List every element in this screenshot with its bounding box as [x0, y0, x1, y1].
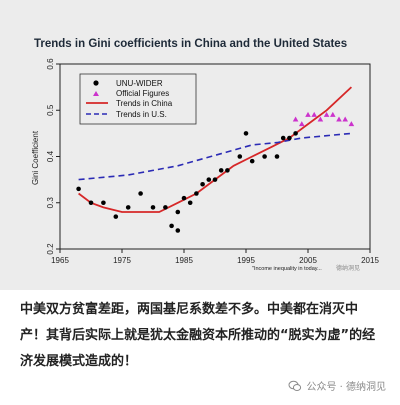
data-point-official-figures [292, 116, 299, 122]
wechat-icon [288, 380, 302, 391]
image-watermark: 德纳洞见 [336, 264, 360, 272]
data-point-unu-wider [206, 177, 212, 182]
legend-marker-unu-wider [93, 80, 99, 86]
data-point-unu-wider [175, 228, 181, 233]
data-point-unu-wider [225, 168, 230, 173]
y-tick-label: 0.5 [46, 104, 55, 116]
data-point-official-figures [336, 116, 342, 122]
legend-label-unu-wider: UNU-WIDER [116, 79, 163, 88]
data-point-unu-wider [101, 200, 106, 206]
data-point-unu-wider [218, 168, 224, 173]
data-point-official-figures [305, 111, 311, 117]
data-point-unu-wider [125, 205, 131, 210]
data-point-unu-wider [181, 195, 187, 201]
y-tick-label: 0.6 [46, 58, 55, 70]
data-point-unu-wider [237, 154, 243, 159]
data-point-unu-wider [194, 191, 199, 196]
account-watermark: 公众号 · 德纳洞见 [288, 378, 386, 393]
data-point-unu-wider [88, 200, 94, 206]
x-tick-label: 1995 [237, 256, 255, 265]
data-point-unu-wider [280, 135, 286, 141]
data-point-unu-wider [200, 181, 205, 187]
account-watermark-text: 公众号 · 德纳洞见 [306, 382, 386, 393]
series-line-trends-in-u-s- [78, 132, 352, 181]
legend-label-trends-us: Trends in U.S. [116, 110, 167, 119]
y-axis-label: Gini Coefficient [31, 130, 40, 185]
data-point-official-figures [342, 116, 348, 122]
data-point-unu-wider [169, 223, 174, 229]
chart-figure: Trends in Gini coefficients in China and… [0, 0, 400, 290]
data-point-official-figures [299, 121, 305, 127]
data-point-unu-wider [243, 131, 249, 136]
article-caption: 中美双方贫富差距，两国基尼系数差不多。中美都在消灭中产！其背后实际上就是犹太金融… [20, 302, 376, 369]
data-point-unu-wider [293, 131, 298, 136]
data-point-unu-wider [274, 154, 280, 159]
data-point-unu-wider [287, 135, 292, 141]
data-point-official-figures [348, 121, 355, 127]
data-point-official-figures [317, 116, 324, 122]
y-tick-label: 0.2 [46, 243, 55, 255]
data-point-unu-wider [262, 154, 267, 159]
x-tick-label: 1975 [113, 256, 131, 265]
data-point-unu-wider [113, 214, 119, 219]
data-point-official-figures [311, 111, 317, 117]
legend-label-official-figures: Official Figures [116, 89, 169, 98]
axis-ticks: 1965 1975 1985 1995 2005 2015 0.2 0.3 0.4 0.5 0.6 [46, 58, 379, 265]
data-point-official-figures [330, 111, 336, 117]
legend: UNU-WIDER Official Figures Trends in Chi… [79, 73, 197, 125]
source-annotation: "Income inequality in today... [252, 266, 322, 272]
x-tick-label: 2005 [299, 256, 317, 265]
data-point-unu-wider [76, 186, 81, 192]
gini-line-chart: 1965 1975 1985 1995 2005 20150.20.30.40.50.6 … [31, 58, 379, 272]
x-tick-label: 2015 [361, 256, 379, 265]
data-point-unu-wider [175, 209, 181, 215]
x-tick-label: 1985 [175, 256, 193, 265]
legend-box [79, 73, 197, 125]
series-layer [76, 86, 355, 233]
data-point-unu-wider [138, 191, 143, 196]
data-point-unu-wider [163, 205, 168, 210]
y-tick-label: 0.4 [46, 150, 55, 162]
y-tick-label: 0.3 [46, 197, 55, 209]
data-point-unu-wider [187, 200, 193, 206]
chart-title: Trends in Gini coefficients in China and… [34, 38, 348, 50]
series-line-trends-in-china [78, 86, 353, 213]
x-tick-label: 1965 [51, 256, 69, 265]
legend-marker-official-figures [93, 91, 99, 96]
data-point-unu-wider [150, 205, 156, 210]
legend-label-trends-china: Trends in China [116, 99, 173, 108]
data-point-unu-wider [212, 177, 218, 182]
data-point-unu-wider [249, 158, 255, 164]
data-point-official-figures [323, 111, 330, 117]
